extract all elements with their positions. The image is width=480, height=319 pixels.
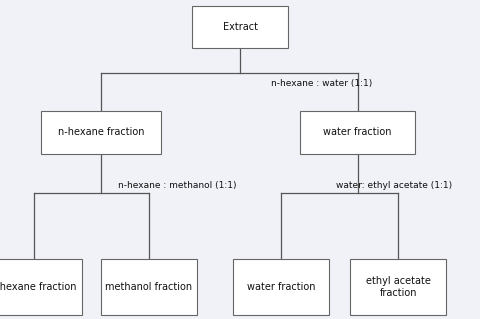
Text: n-hexane fraction: n-hexane fraction: [58, 127, 144, 137]
Text: Extract: Extract: [223, 22, 257, 32]
Text: ethyl acetate
fraction: ethyl acetate fraction: [366, 276, 431, 298]
FancyBboxPatch shape: [300, 111, 415, 154]
Text: methanol fraction: methanol fraction: [105, 282, 192, 292]
Text: water fraction: water fraction: [247, 282, 315, 292]
Text: water: ethyl acetate (1:1): water: ethyl acetate (1:1): [336, 181, 452, 190]
Text: water fraction: water fraction: [324, 127, 392, 137]
FancyBboxPatch shape: [0, 259, 82, 315]
FancyBboxPatch shape: [101, 259, 197, 315]
FancyBboxPatch shape: [41, 111, 161, 154]
Text: n-hexane : water (1:1): n-hexane : water (1:1): [271, 79, 372, 88]
FancyBboxPatch shape: [350, 259, 446, 315]
FancyBboxPatch shape: [192, 6, 288, 48]
FancyBboxPatch shape: [233, 259, 329, 315]
Text: n-hexane fraction: n-hexane fraction: [0, 282, 77, 292]
Text: n-hexane : methanol (1:1): n-hexane : methanol (1:1): [118, 181, 236, 190]
